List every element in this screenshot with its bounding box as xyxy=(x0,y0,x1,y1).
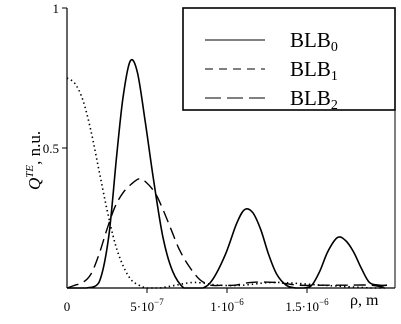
series-line-blb0 xyxy=(67,58,388,289)
legend-label-blb0: BLB0 xyxy=(290,28,338,55)
y-tick-label: 0.5 xyxy=(43,141,59,156)
series-line-blb1 xyxy=(66,77,387,289)
x-tick-label: 1.5·10−6 xyxy=(285,297,329,314)
series-line-blb2 xyxy=(66,177,388,289)
legend-box xyxy=(182,7,396,111)
x-tick-label: 1·10−6 xyxy=(210,297,244,314)
legend-label-blb1: BLB1 xyxy=(290,57,338,84)
y-axis-label: QTE, n.u. xyxy=(24,131,44,190)
x-tick-label: 5·10−7 xyxy=(130,297,164,314)
y-tick-label: 1 xyxy=(53,1,60,16)
legend: BLB0 BLB1 BLB2 xyxy=(182,7,396,113)
x-axis-label: ρ, m xyxy=(350,292,379,309)
legend-label-blb2: BLB2 xyxy=(290,86,338,113)
x-tick-label: 0 xyxy=(64,299,71,314)
